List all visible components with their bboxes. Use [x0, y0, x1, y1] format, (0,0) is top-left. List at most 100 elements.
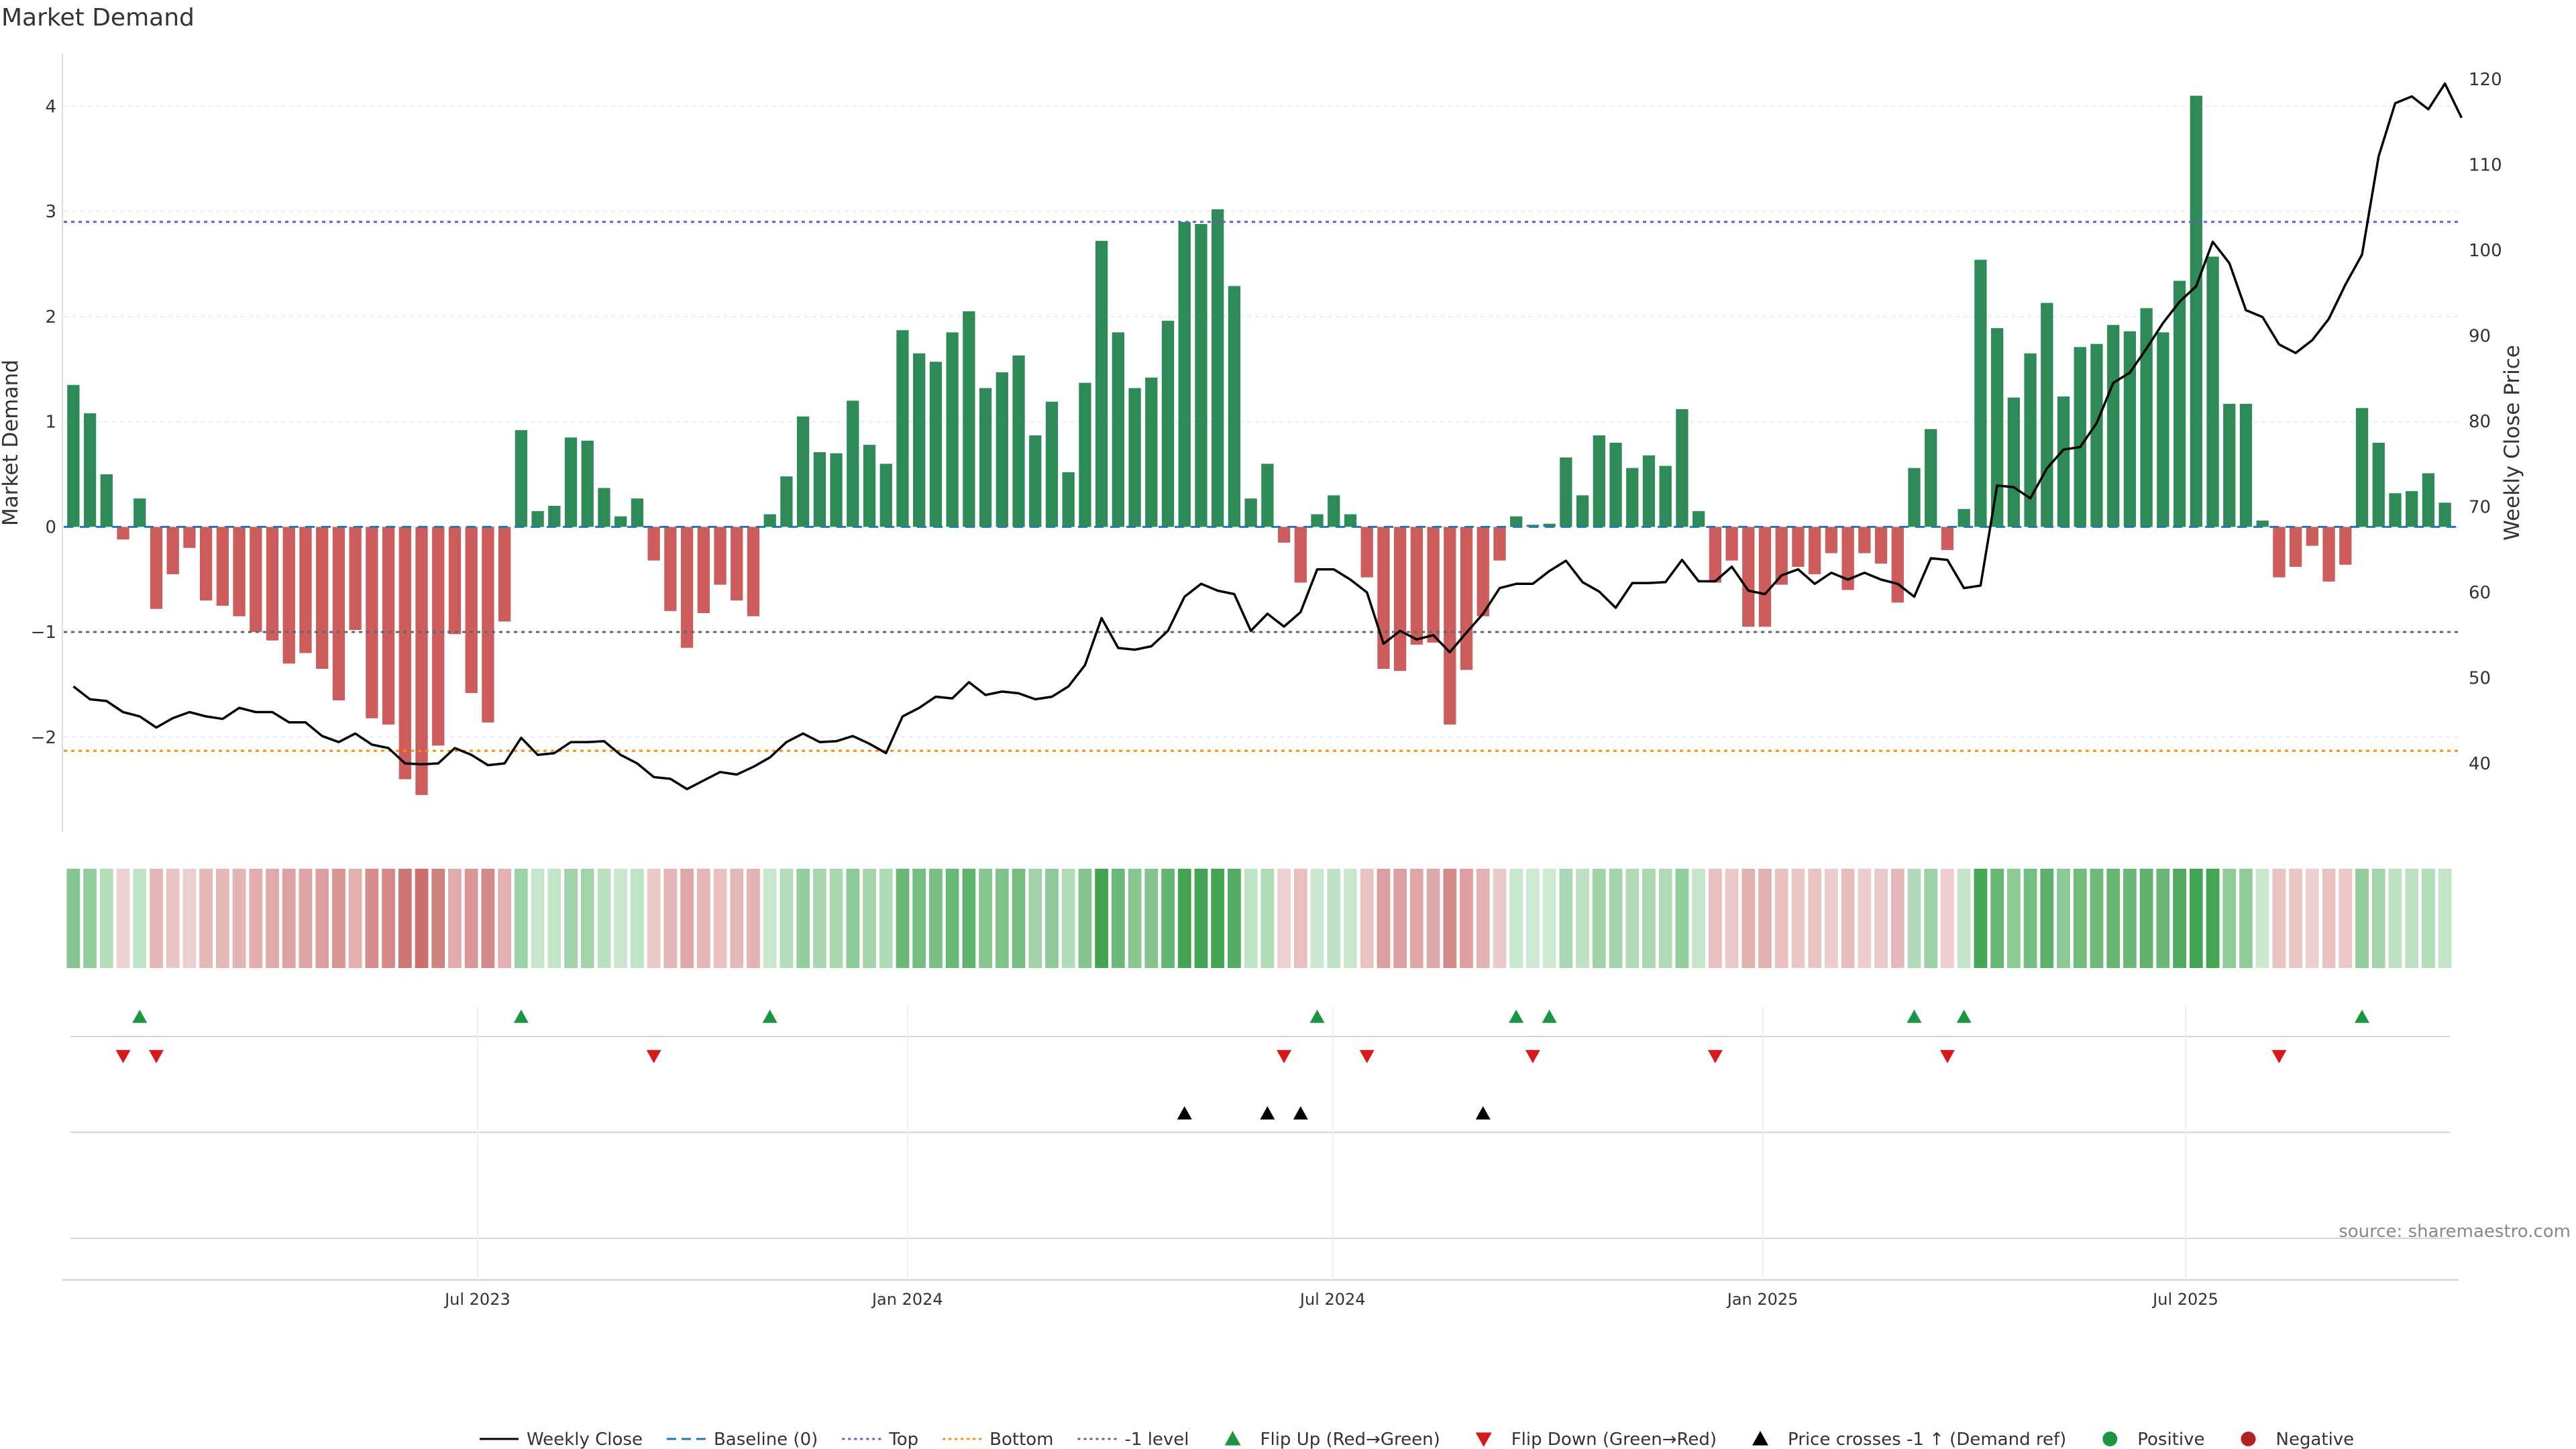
demand-bar-positive	[2090, 343, 2103, 527]
demand-bar-positive	[763, 514, 776, 527]
heat-cell	[348, 869, 362, 968]
demand-bar-positive	[1659, 466, 1672, 527]
heat-cell	[1609, 869, 1623, 968]
demand-bar-positive	[1626, 468, 1639, 527]
heat-cell	[1443, 869, 1457, 968]
legend-swatch	[1475, 1432, 1492, 1447]
demand-bar-negative	[1427, 527, 1440, 643]
demand-bar-negative	[465, 527, 478, 694]
demand-bar-positive	[963, 311, 975, 527]
heat-cell	[1874, 869, 1888, 968]
heat-cell	[564, 869, 578, 968]
heat-cell	[1061, 869, 1075, 968]
demand-bar-negative	[1725, 527, 1738, 561]
demand-bar-negative	[150, 527, 163, 609]
heat-cell	[580, 869, 594, 968]
heat-cell	[1675, 869, 1689, 968]
demand-bar-positive	[979, 388, 992, 527]
heat-cell	[1791, 869, 1805, 968]
heat-cell	[1310, 869, 1324, 968]
heat-cell	[1841, 869, 1855, 968]
demand-bar-negative	[647, 527, 660, 561]
heat-cell	[1293, 869, 1307, 968]
demand-bar-positive	[1261, 464, 1274, 527]
signal-panels: Jul 2023 Jan 2024 Jul 2024 Jan 2025 Jul 2025	[62, 1006, 2459, 1309]
heat-cell	[1509, 869, 1523, 968]
heat-cell	[2355, 869, 2369, 968]
demand-bar-positive	[1609, 443, 1622, 527]
demand-bar-positive	[1212, 209, 1224, 527]
demand-bar-negative	[448, 527, 462, 635]
demand-bar-positive	[100, 474, 113, 527]
demand-bar-positive	[1908, 468, 1921, 527]
demand-bar-positive	[946, 332, 959, 527]
legend-label: Baseline (0)	[714, 1430, 818, 1449]
flip-down-marker	[115, 1050, 131, 1063]
demand-bar-positive	[581, 440, 594, 527]
demand-bar-positive	[1128, 388, 1141, 527]
heat-cell	[99, 869, 113, 968]
heat-cell	[747, 869, 760, 968]
heat-cell	[2057, 869, 2070, 968]
heat-cell	[66, 869, 80, 968]
heat-cell	[2023, 869, 2037, 968]
demand-bar-negative	[747, 527, 760, 616]
demand-bar-negative	[1393, 527, 1407, 672]
demand-bar-positive	[1161, 321, 1175, 527]
demand-bar-negative	[1809, 527, 1821, 574]
heat-cell	[2339, 869, 2353, 968]
y-tick-label-right: 80	[2469, 412, 2491, 432]
demand-bar-positive	[1112, 332, 1125, 527]
demand-bar-negative	[316, 527, 329, 669]
demand-bar-positive	[1328, 495, 1340, 527]
demand-bar-positive	[67, 384, 80, 527]
demand-bar-positive	[2190, 95, 2202, 527]
demand-bar-positive	[2389, 493, 2402, 527]
heat-cell	[514, 869, 528, 968]
heat-cell	[1260, 869, 1275, 968]
heat-cell	[1725, 869, 1739, 968]
demand-bar-negative	[1377, 527, 1390, 669]
demand-bar-positive	[847, 400, 859, 527]
flip-down-marker	[1939, 1050, 1955, 1063]
demand-bar-negative	[117, 527, 129, 540]
demand-bar-negative	[398, 527, 411, 780]
demand-bar-negative	[1825, 527, 1838, 553]
heat-cell	[1542, 869, 1556, 968]
heat-cell	[332, 869, 345, 968]
x-tick-label: Jul 2025	[2151, 1290, 2218, 1309]
heat-cell	[2438, 869, 2452, 968]
heat-cell	[415, 869, 429, 968]
demand-bar-positive	[780, 476, 793, 527]
y-axis-right-label: Weekly Close Price	[2500, 345, 2524, 541]
demand-bar-positive	[2157, 332, 2169, 527]
demand-bar-positive	[1642, 455, 1656, 527]
demand-bar-positive	[2007, 397, 2021, 527]
heat-cell	[1924, 869, 1938, 968]
demand-bar-positive	[1195, 223, 1208, 527]
demand-bar-negative	[1792, 527, 1805, 567]
heat-cell	[2289, 869, 2303, 968]
x-tick-label: Jan 2024	[871, 1290, 943, 1309]
heat-cell	[1476, 869, 1490, 968]
heat-cell	[1128, 869, 1142, 968]
heat-cell	[1957, 869, 1971, 968]
heat-cell	[1974, 869, 1988, 968]
flip-up-marker	[1509, 1010, 1524, 1023]
demand-bar-negative	[2273, 527, 2286, 578]
heat-cell	[398, 869, 412, 968]
heat-cell	[2222, 869, 2237, 968]
demand-bar-positive	[2438, 502, 2451, 527]
demand-bar-negative	[714, 527, 727, 585]
heat-cell	[945, 869, 959, 968]
y-tick-label-right: 120	[2469, 70, 2502, 90]
demand-bar-negative	[216, 527, 229, 606]
demand-bar-positive	[1178, 221, 1191, 527]
heat-cell	[1758, 869, 1772, 968]
demand-bar-positive	[1145, 377, 1158, 527]
y-tick-label-right: 60	[2469, 583, 2491, 603]
demand-bar-negative	[2289, 527, 2302, 567]
heat-cell	[215, 869, 229, 968]
demand-bar-negative	[415, 527, 428, 796]
demand-bar-positive	[1593, 435, 1605, 527]
